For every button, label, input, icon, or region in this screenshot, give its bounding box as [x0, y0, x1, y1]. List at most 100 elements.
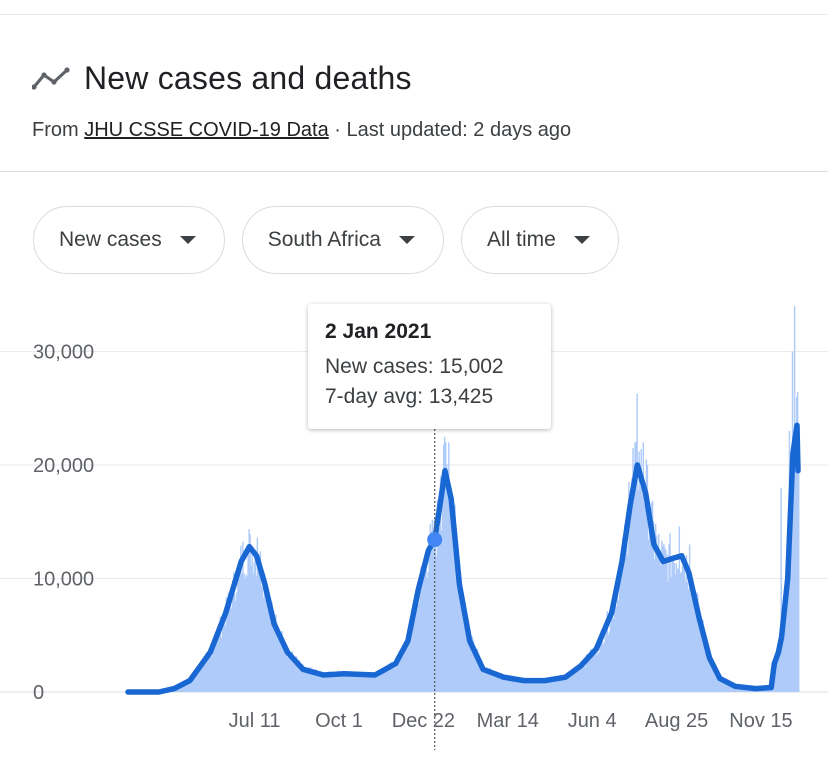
daily-bar — [714, 669, 717, 692]
time-range-dropdown[interactable]: All time — [460, 206, 619, 274]
daily-bar — [336, 677, 339, 692]
x-tick-label: Jun 4 — [568, 710, 617, 732]
daily-bar — [478, 657, 481, 692]
daily-bar — [641, 489, 643, 692]
daily-bar — [202, 665, 204, 692]
daily-bar — [610, 612, 613, 692]
daily-bar — [601, 632, 603, 692]
daily-bar — [320, 672, 322, 692]
daily-bar — [341, 674, 343, 692]
daily-bar — [618, 572, 621, 692]
daily-bar — [379, 672, 381, 692]
daily-bar — [579, 666, 582, 692]
x-tick-label: Dec 22 — [392, 710, 455, 732]
daily-bar — [679, 573, 682, 692]
daily-bar — [400, 655, 403, 692]
daily-bar — [223, 618, 226, 692]
daily-bar — [686, 581, 689, 692]
daily-bar — [209, 651, 211, 692]
daily-bar — [693, 589, 695, 692]
daily-bar — [707, 655, 709, 692]
daily-bar — [584, 666, 587, 692]
daily-bar — [441, 501, 444, 692]
daily-bar — [368, 671, 371, 692]
daily-bar — [532, 680, 534, 692]
daily-bar — [258, 571, 261, 692]
daily-bar — [254, 552, 257, 692]
daily-bar — [731, 684, 733, 692]
daily-bar — [660, 565, 662, 692]
daily-bar — [359, 675, 361, 692]
daily-bar — [434, 541, 437, 692]
daily-bar — [632, 447, 634, 692]
daily-bar — [652, 521, 655, 692]
daily-bar — [542, 682, 545, 692]
daily-bar — [596, 655, 598, 692]
daily-bar — [468, 638, 471, 692]
daily-bar — [561, 676, 563, 692]
daily-bar — [638, 451, 640, 692]
daily-bar — [452, 521, 454, 692]
daily-bar — [510, 680, 513, 692]
daily-bar — [191, 678, 194, 692]
daily-bar — [623, 563, 625, 692]
daily-bar — [494, 676, 496, 692]
daily-bar — [348, 673, 350, 692]
daily-bar — [653, 559, 656, 692]
daily-bar — [380, 673, 382, 692]
daily-bar — [454, 504, 456, 692]
daily-bar — [412, 607, 414, 692]
daily-bar — [698, 615, 700, 692]
filter-chips: New cases South Africa All time — [33, 206, 619, 274]
daily-bar — [256, 537, 259, 692]
daily-bar — [247, 546, 249, 692]
daily-bar — [460, 604, 462, 692]
daily-bar — [663, 543, 665, 692]
daily-bar — [790, 506, 793, 692]
card-header: New cases and deaths From JHU CSSE COVID… — [0, 0, 828, 172]
metric-dropdown[interactable]: New cases — [33, 206, 225, 274]
daily-bar — [505, 678, 508, 692]
daily-bar — [250, 565, 252, 692]
daily-bar — [527, 680, 529, 692]
daily-bar — [286, 657, 288, 692]
daily-bar — [238, 561, 240, 692]
daily-bar — [371, 676, 374, 692]
region-dropdown[interactable]: South Africa — [241, 206, 444, 274]
daily-bar — [240, 545, 242, 692]
daily-bar — [338, 673, 341, 692]
dropdown-arrow-icon — [398, 236, 415, 244]
daily-bar — [345, 672, 347, 692]
source-line: From JHU CSSE COVID-19 Data · Last updat… — [32, 119, 571, 142]
daily-bar — [576, 670, 579, 692]
cases-chart[interactable]: 0 10,000 20,000 30,000 Jul 11 Oct 1 Dec 22 Mar … — [0, 290, 828, 772]
daily-bar — [436, 499, 439, 692]
daily-bar — [646, 464, 649, 692]
daily-bar — [794, 435, 797, 692]
daily-bar — [307, 667, 309, 692]
daily-bar — [186, 682, 189, 692]
daily-bar — [685, 555, 688, 692]
daily-bar — [404, 644, 407, 692]
daily-bar — [289, 655, 292, 692]
daily-bar — [282, 648, 284, 692]
daily-bar — [389, 667, 391, 692]
source-link[interactable]: JHU CSSE COVID-19 Data — [84, 119, 329, 141]
daily-bar — [712, 661, 715, 692]
daily-bar — [192, 676, 195, 692]
daily-bar — [309, 670, 311, 692]
daily-bar — [213, 646, 215, 692]
daily-bar — [401, 654, 404, 692]
daily-bar — [295, 656, 298, 692]
daily-bar — [562, 675, 564, 692]
daily-bar — [516, 677, 518, 692]
daily-bar — [627, 554, 629, 692]
daily-bar — [493, 671, 495, 692]
daily-bar — [715, 668, 718, 692]
chart-tooltip: 2 Jan 2021 New cases: 15,002 7-day avg: … — [308, 304, 551, 429]
daily-bar — [196, 670, 199, 692]
daily-bar — [602, 644, 604, 692]
daily-bar — [590, 649, 592, 692]
daily-bar — [299, 663, 302, 692]
daily-bar — [558, 676, 560, 692]
